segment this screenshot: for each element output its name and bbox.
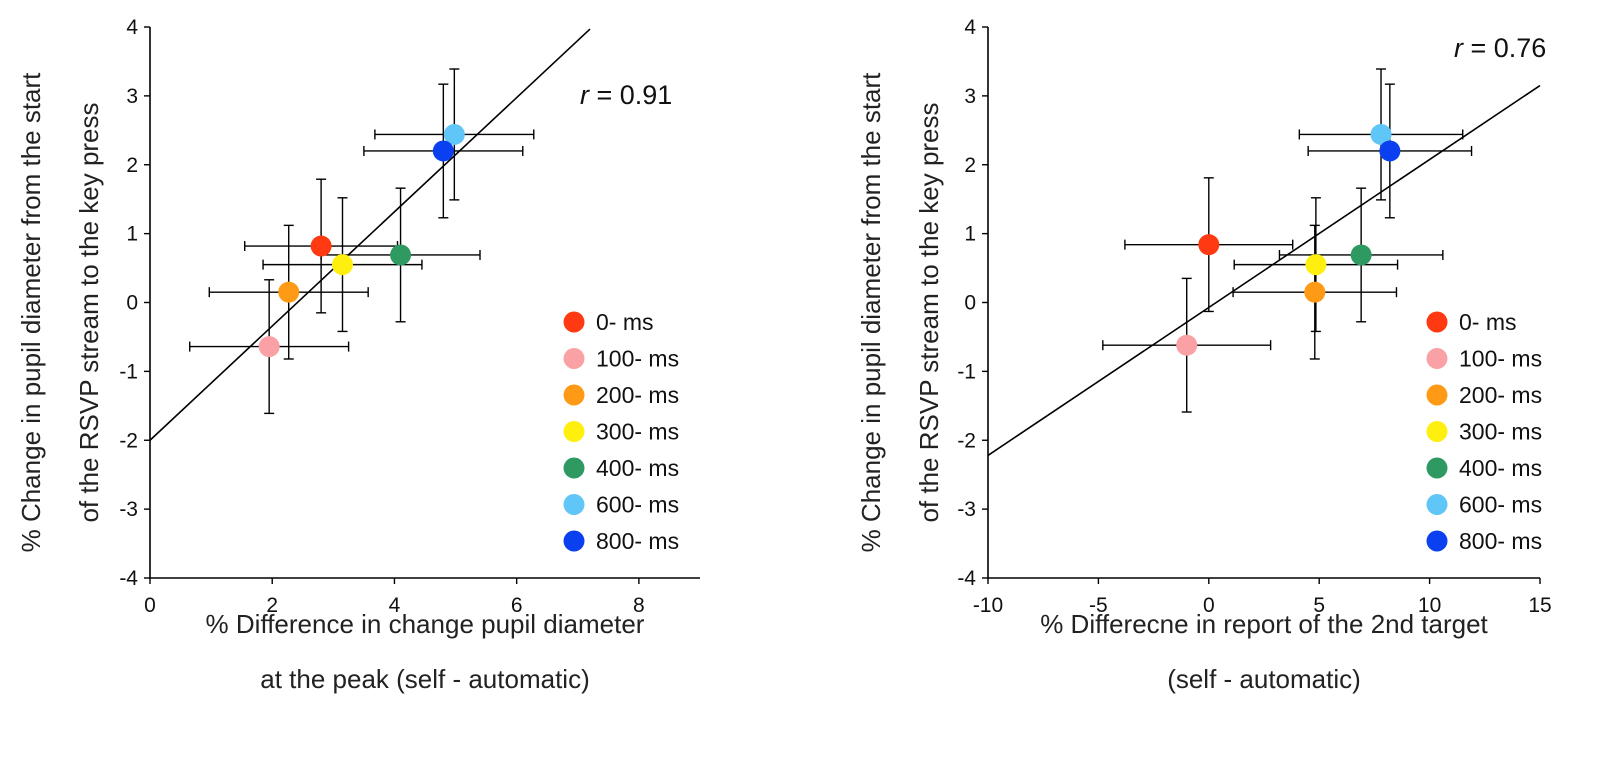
- x-axis-label: % Difference in change pupil diameter: [206, 609, 645, 639]
- x-tick-label: -5: [1089, 594, 1108, 617]
- y-tick-label: -2: [119, 429, 138, 452]
- y-tick-label: -1: [119, 360, 138, 383]
- y-tick-label: 2: [964, 154, 976, 177]
- legend-marker: [1426, 348, 1448, 369]
- x-tick-label: 5: [1313, 594, 1325, 617]
- legend-label: 400- ms: [1459, 455, 1542, 481]
- legend-marker: [1426, 311, 1448, 333]
- data-point-400ms: [390, 244, 412, 266]
- y-tick-label: -3: [957, 498, 976, 521]
- legend-marker: [563, 421, 585, 442]
- x-axis-label: (self - automatic): [1167, 664, 1361, 694]
- correlation-label: r = 0.76: [1454, 33, 1546, 63]
- legend-label: 300- ms: [596, 419, 679, 445]
- x-tick-label: 0: [144, 594, 156, 617]
- legend-label: 100- ms: [596, 346, 679, 372]
- y-tick-label: 0: [126, 292, 138, 315]
- correlation-label: r = 0.91: [580, 80, 672, 110]
- legend-label: 400- ms: [596, 455, 679, 481]
- legend-label: 200- ms: [596, 382, 679, 408]
- x-tick-label: 2: [266, 594, 278, 617]
- data-point-600ms: [443, 123, 465, 145]
- correlation-value: = 0.91: [589, 80, 672, 110]
- data-point-800ms: [1379, 140, 1401, 162]
- correlation-r-symbol: r: [580, 80, 590, 110]
- data-point-800ms: [432, 140, 454, 162]
- legend-marker: [1426, 384, 1448, 406]
- data-point-100ms: [258, 336, 280, 358]
- correlation-value: = 0.76: [1463, 33, 1546, 63]
- data-point-100ms: [1176, 334, 1198, 356]
- x-tick-label: 4: [389, 594, 401, 617]
- data-point-300ms: [332, 254, 353, 276]
- legend-marker: [563, 530, 585, 552]
- y-tick-label: 1: [964, 223, 976, 246]
- legend-label: 600- ms: [596, 492, 679, 518]
- x-axis-label: at the peak (self - automatic): [260, 664, 589, 694]
- legend-label: 300- ms: [1459, 419, 1542, 445]
- legend-marker: [563, 457, 585, 479]
- x-tick-label: 8: [633, 594, 645, 617]
- legend-label: 600- ms: [1459, 492, 1542, 518]
- y-tick-label: 3: [964, 85, 976, 108]
- y-tick-label: -4: [119, 567, 138, 590]
- regression-line: [149, 28, 591, 441]
- data-point-0ms: [310, 235, 332, 257]
- correlation-r-symbol: r: [1454, 33, 1464, 63]
- y-tick-label: 2: [126, 154, 138, 177]
- legend-marker: [563, 494, 585, 515]
- legend-label: 200- ms: [1459, 382, 1542, 408]
- y-axis-label: of the RSVP stream to the key press: [74, 102, 104, 522]
- legend-label: 800- ms: [1459, 528, 1542, 554]
- legend-label: 100- ms: [1459, 346, 1542, 372]
- y-axis-label: % Change in pupil diameter from the star…: [16, 72, 46, 553]
- y-tick-label: 0: [964, 292, 976, 315]
- legend-label: 0- ms: [1459, 309, 1517, 335]
- legend-marker: [1426, 457, 1448, 479]
- legend-label: 0- ms: [596, 309, 654, 335]
- data-point-600ms: [1370, 123, 1392, 145]
- y-tick-label: 1: [126, 223, 138, 246]
- y-tick-label: 3: [126, 85, 138, 108]
- y-tick-label: -2: [957, 429, 976, 452]
- x-tick-label: 6: [511, 594, 523, 617]
- x-tick-label: 10: [1418, 594, 1441, 617]
- legend-marker: [563, 348, 585, 369]
- legend-marker: [1426, 421, 1448, 442]
- y-axis-label: % Change in pupil diameter from the star…: [856, 72, 886, 553]
- legend-label: 800- ms: [596, 528, 679, 554]
- y-tick-label: -3: [119, 498, 138, 521]
- x-tick-label: 15: [1528, 594, 1551, 617]
- data-point-200ms: [1304, 281, 1326, 303]
- data-point-200ms: [278, 281, 300, 303]
- x-axis-label: % Differecne in report of the 2nd target: [1040, 609, 1488, 639]
- data-point-0ms: [1198, 234, 1220, 256]
- y-tick-label: 4: [126, 16, 138, 39]
- data-point-300ms: [1305, 254, 1327, 276]
- x-tick-label: 0: [1203, 594, 1215, 617]
- data-point-400ms: [1350, 244, 1372, 266]
- regression-line: [987, 84, 1541, 457]
- y-axis-label: of the RSVP stream to the key press: [914, 102, 944, 522]
- y-tick-label: -1: [957, 360, 976, 383]
- legend-marker: [1426, 530, 1448, 552]
- y-tick-label: 4: [964, 16, 976, 39]
- y-tick-label: -4: [957, 567, 976, 590]
- x-tick-label: -10: [973, 594, 1003, 617]
- legend-marker: [1426, 494, 1448, 515]
- left-scatter-panel: -4 -3 -2 -1 0 1 2 3 4 0 2 4 6 8 r = 0.91 0- ms 100- ms 20…: [16, 16, 700, 694]
- legend-marker: [563, 311, 585, 333]
- legend-marker: [563, 384, 585, 406]
